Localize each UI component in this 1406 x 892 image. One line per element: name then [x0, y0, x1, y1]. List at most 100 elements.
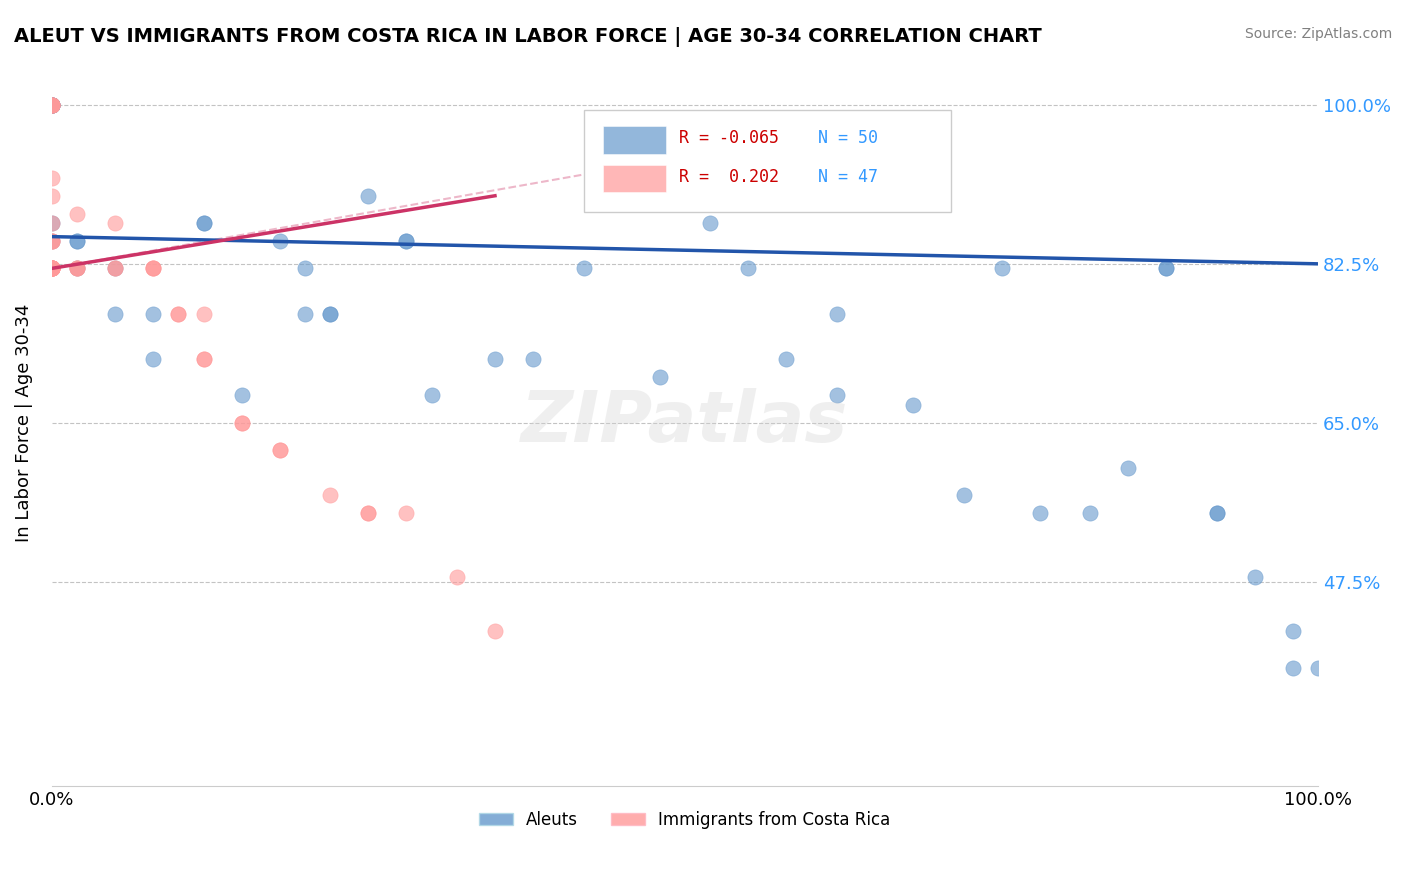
Point	[104, 307, 127, 321]
Point	[41, 261, 63, 276]
Legend: Aleuts, Immigrants from Costa Rica: Aleuts, Immigrants from Costa Rica	[472, 805, 897, 836]
Point	[41, 98, 63, 112]
Point	[825, 388, 848, 402]
Text: N = 47: N = 47	[818, 169, 877, 186]
Text: ZIPatlas: ZIPatlas	[522, 388, 849, 458]
Point	[357, 188, 380, 202]
Point	[522, 352, 544, 367]
Point	[41, 234, 63, 248]
Point	[104, 216, 127, 230]
FancyBboxPatch shape	[603, 165, 666, 193]
Point	[41, 98, 63, 112]
Point	[142, 261, 165, 276]
Point	[104, 261, 127, 276]
Point	[66, 261, 89, 276]
Point	[167, 307, 190, 321]
Point	[66, 234, 89, 248]
Point	[41, 98, 63, 112]
Point	[193, 216, 215, 230]
Point	[193, 216, 215, 230]
Point	[294, 307, 316, 321]
Point	[66, 261, 89, 276]
Point	[484, 352, 506, 367]
Point	[41, 261, 63, 276]
Point	[319, 307, 342, 321]
Point	[142, 352, 165, 367]
Point	[1078, 507, 1101, 521]
Point	[231, 416, 253, 430]
Y-axis label: In Labor Force | Age 30-34: In Labor Force | Age 30-34	[15, 303, 32, 541]
Point	[446, 570, 468, 584]
Text: R = -0.065: R = -0.065	[679, 129, 779, 147]
Point	[319, 307, 342, 321]
Point	[41, 98, 63, 112]
Point	[41, 98, 63, 112]
Point	[66, 234, 89, 248]
Point	[901, 398, 924, 412]
Point	[41, 188, 63, 202]
Point	[41, 98, 63, 112]
Point	[775, 352, 797, 367]
Text: N = 50: N = 50	[818, 129, 877, 147]
Point	[648, 370, 671, 384]
Point	[41, 98, 63, 112]
Point	[66, 261, 89, 276]
Point	[1205, 507, 1227, 521]
Point	[41, 98, 63, 112]
Point	[319, 488, 342, 502]
Point	[41, 261, 63, 276]
Point	[41, 234, 63, 248]
Point	[952, 488, 974, 502]
Point	[41, 261, 63, 276]
Point	[41, 170, 63, 185]
FancyBboxPatch shape	[583, 111, 950, 212]
Point	[41, 261, 63, 276]
Point	[1308, 661, 1330, 675]
Point	[1281, 661, 1303, 675]
Point	[1154, 261, 1177, 276]
Point	[990, 261, 1012, 276]
Point	[395, 234, 418, 248]
Point	[41, 261, 63, 276]
Point	[142, 307, 165, 321]
Point	[1243, 570, 1265, 584]
Text: ALEUT VS IMMIGRANTS FROM COSTA RICA IN LABOR FORCE | AGE 30-34 CORRELATION CHART: ALEUT VS IMMIGRANTS FROM COSTA RICA IN L…	[14, 27, 1042, 46]
Point	[41, 234, 63, 248]
Point	[395, 234, 418, 248]
Point	[1281, 624, 1303, 639]
Point	[572, 261, 595, 276]
Text: Source: ZipAtlas.com: Source: ZipAtlas.com	[1244, 27, 1392, 41]
Point	[41, 98, 63, 112]
Point	[167, 307, 190, 321]
Point	[1028, 507, 1050, 521]
Point	[699, 216, 721, 230]
Point	[737, 261, 759, 276]
Point	[41, 98, 63, 112]
Point	[41, 216, 63, 230]
Point	[395, 507, 418, 521]
Point	[41, 234, 63, 248]
Point	[269, 442, 291, 457]
Point	[66, 261, 89, 276]
Point	[357, 507, 380, 521]
Point	[193, 352, 215, 367]
Point	[1205, 507, 1227, 521]
Point	[41, 261, 63, 276]
Point	[142, 261, 165, 276]
FancyBboxPatch shape	[603, 127, 666, 154]
Point	[104, 261, 127, 276]
Point	[1154, 261, 1177, 276]
Point	[41, 216, 63, 230]
Text: R =  0.202: R = 0.202	[679, 169, 779, 186]
Point	[66, 207, 89, 221]
Point	[231, 416, 253, 430]
Point	[357, 507, 380, 521]
Point	[142, 261, 165, 276]
Point	[41, 261, 63, 276]
Point	[104, 261, 127, 276]
Point	[193, 352, 215, 367]
Point	[231, 388, 253, 402]
Point	[41, 98, 63, 112]
Point	[269, 442, 291, 457]
Point	[484, 624, 506, 639]
